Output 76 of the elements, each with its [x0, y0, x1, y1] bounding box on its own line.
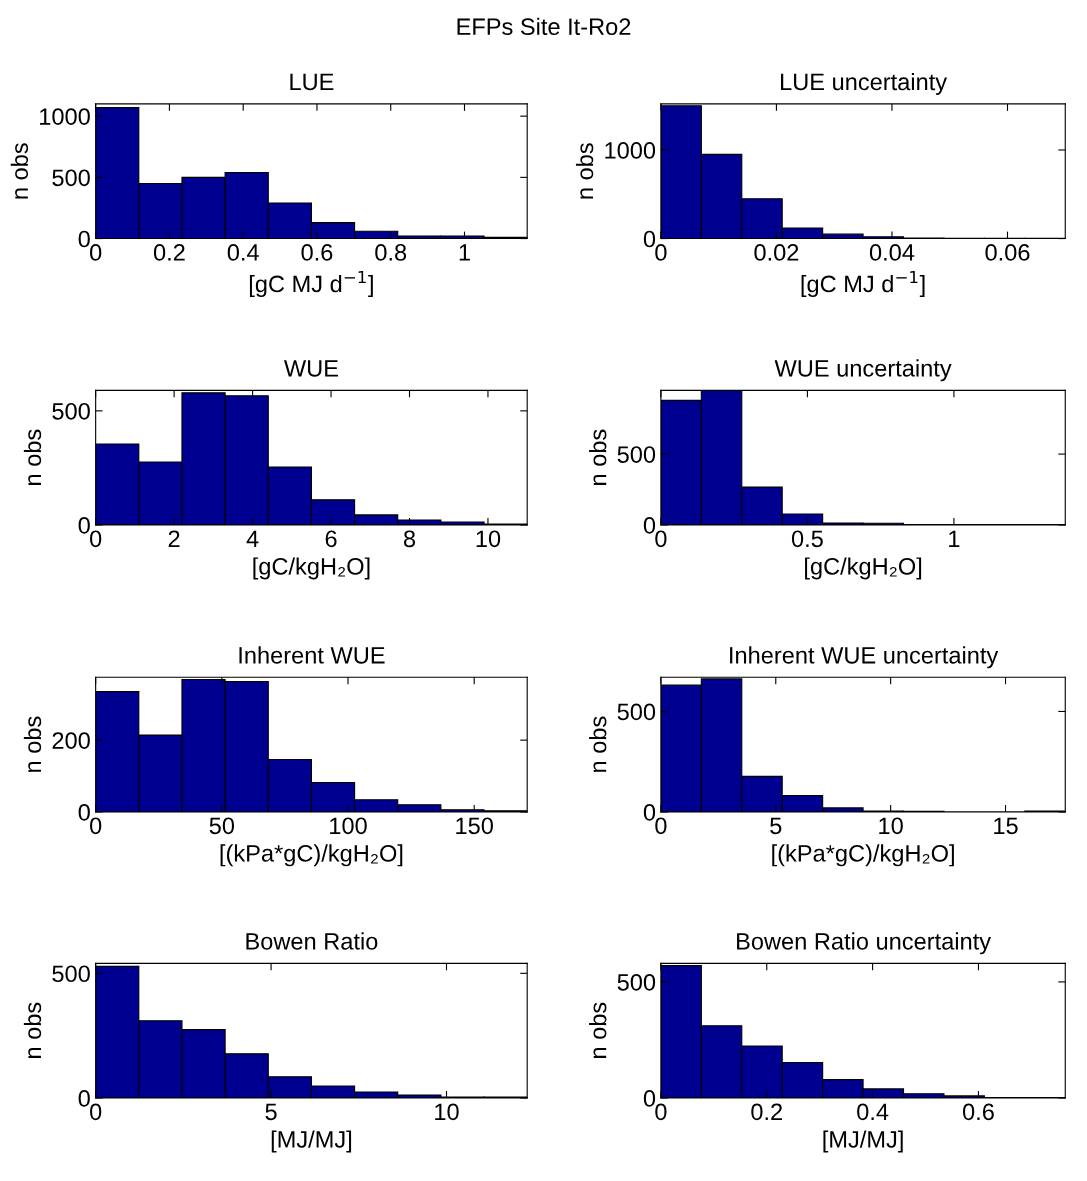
- x-tick-label: 10: [435, 1103, 459, 1121]
- y-tick-label: 0: [643, 230, 656, 248]
- x-tick-label: 0: [90, 244, 102, 261]
- y-tick-label: 0: [78, 1090, 90, 1107]
- text: EFPs Site It-Ro2: [457, 17, 631, 36]
- x-tick-label: 1: [949, 530, 960, 547]
- x-tick-label: 5: [770, 817, 782, 835]
- y-tick-label: 500: [617, 446, 656, 463]
- x-tick-label: 0.5: [791, 530, 823, 548]
- chart-title: LUE uncertainty: [781, 72, 948, 95]
- x-tick-label: 2: [168, 530, 180, 547]
- y-tick-label: 1000: [40, 108, 90, 125]
- y-tick-label: 500: [52, 169, 90, 187]
- y-tick-label: 200: [52, 732, 90, 749]
- y-tick-label: 0: [78, 230, 90, 248]
- x-tick-label: 0.2: [153, 244, 185, 261]
- x-axis-title: [gC/kgH₂O]: [253, 557, 370, 580]
- x-tick-label: 150: [456, 817, 493, 835]
- x-tick-label: 1: [459, 244, 470, 261]
- x-tick-label: 0: [90, 1103, 102, 1121]
- chart-title: Bowen Ratio: [246, 932, 378, 950]
- x-axis-title: [MJ/MJ]: [823, 1130, 903, 1153]
- x-tick-label: 4: [246, 530, 259, 547]
- y-axis-title: n obs: [589, 716, 607, 772]
- x-axis-title: [gC MJ d$^{−1}$]: [801, 270, 925, 297]
- y-tick-label: 0: [78, 804, 90, 821]
- chart-title: WUE: [283, 360, 338, 377]
- y-axis-title: n obs: [589, 1002, 607, 1058]
- x-axis-title: [gC/kgH₂O]: [805, 557, 922, 580]
- y-axis-title: n obs: [589, 429, 607, 485]
- y-tick-label: 0: [78, 517, 90, 534]
- x-tick-label: 0: [90, 817, 102, 835]
- x-tick-label: 0.6: [301, 244, 333, 261]
- chart-title: WUE uncertainty: [774, 359, 952, 382]
- x-axis-title: [MJ/MJ]: [271, 1130, 352, 1153]
- x-tick-label: 0.04: [869, 244, 915, 261]
- x-tick-label: 5: [265, 1103, 277, 1121]
- x-tick-label: 8: [403, 530, 416, 548]
- y-axis-title: n obs: [23, 716, 42, 772]
- x-tick-label: 6: [325, 530, 337, 548]
- y-tick-label: 1000: [605, 142, 656, 159]
- y-axis-title: n obs: [575, 143, 594, 199]
- y-tick-label: 500: [52, 402, 90, 420]
- x-axis-title: [(kPa*gC)/kgH₂O]: [220, 844, 403, 867]
- x-tick-label: 50: [209, 817, 235, 835]
- y-tick-label: 500: [52, 965, 90, 983]
- x-tick-label: 0: [655, 1103, 667, 1121]
- x-tick-label: 10: [476, 530, 501, 548]
- y-axis-title: n obs: [23, 429, 42, 485]
- y-axis-title: n obs: [10, 143, 29, 199]
- x-tick-label: 0.06: [985, 244, 1030, 261]
- x-axis-title: [gC MJ d$^{−1}$]: [249, 270, 373, 297]
- x-tick-label: 0.02: [754, 244, 799, 261]
- x-tick-label: 15: [994, 817, 1018, 835]
- x-tick-label: 0.6: [962, 1103, 994, 1121]
- y-tick-label: 500: [617, 973, 656, 991]
- x-tick-label: 100: [330, 817, 367, 835]
- x-tick-label: 0.4: [857, 1103, 889, 1121]
- y-tick-label: 0: [643, 804, 656, 821]
- x-tick-label: 0.4: [227, 244, 259, 261]
- x-tick-label: 0: [655, 530, 667, 548]
- x-tick-label: 0: [655, 244, 667, 261]
- chart-title: Inherent WUE: [239, 646, 385, 664]
- chart-title: LUE: [290, 73, 334, 91]
- x-tick-label: 10: [879, 817, 903, 835]
- y-tick-label: 0: [643, 517, 656, 534]
- y-axis-title: n obs: [23, 1002, 42, 1058]
- x-tick-label: 0.8: [375, 244, 407, 261]
- y-tick-label: 500: [617, 703, 656, 721]
- chart-title: Inherent WUE uncertainty: [730, 646, 999, 669]
- chart-title: Bowen Ratio uncertainty: [737, 932, 992, 955]
- x-axis-title: [(kPa*gC)/kgH₂O]: [772, 844, 954, 867]
- x-tick-label: 0: [655, 817, 667, 835]
- x-tick-label: 0.2: [751, 1103, 782, 1121]
- x-tick-label: 0: [90, 530, 102, 548]
- y-tick-label: 0: [643, 1090, 656, 1107]
